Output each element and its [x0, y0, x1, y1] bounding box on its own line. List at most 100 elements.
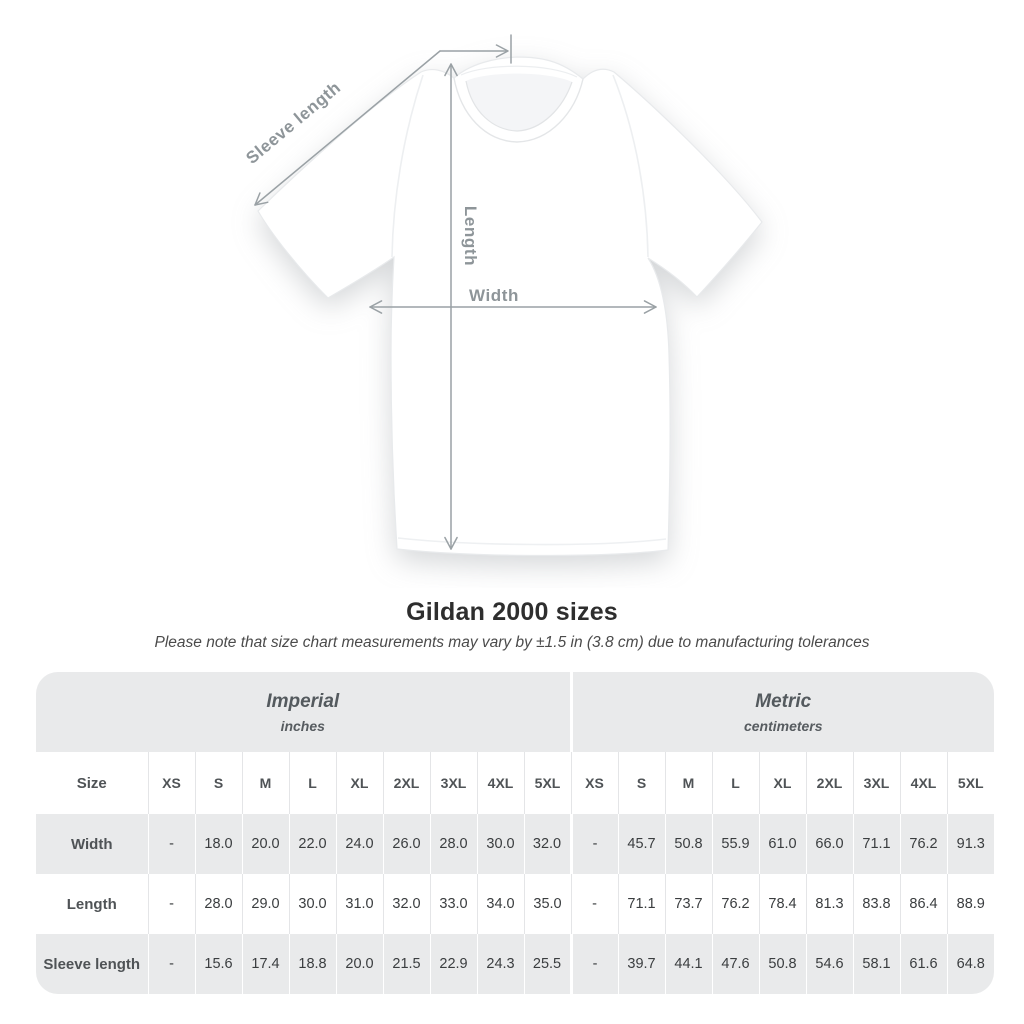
value-cell: 18.8: [288, 934, 336, 994]
value-cell: 17.4: [241, 934, 289, 994]
size-col-header-l-metric: L: [711, 752, 759, 814]
imperial-group-unit: inches: [280, 717, 325, 734]
value-cell: 76.2: [899, 814, 947, 874]
size-col-header-4xl-metric: 4XL: [899, 752, 947, 814]
length-label: Length: [461, 206, 480, 266]
arrowhead-right-icon: [495, 44, 509, 58]
value-cell: 54.6: [805, 934, 853, 994]
value-cell: 71.1: [617, 874, 665, 934]
size-col-header-3xl-imperial: 3XL: [429, 752, 477, 814]
size-col-header-xs-imperial: XS: [147, 752, 195, 814]
value-cell: 55.9: [711, 814, 759, 874]
value-cell: -: [147, 934, 195, 994]
value-cell: 76.2: [711, 874, 759, 934]
value-cell: 91.3: [946, 814, 994, 874]
arrowhead-downleft-icon: [254, 192, 269, 206]
value-cell: 29.0: [241, 874, 289, 934]
value-cell: 26.0: [382, 814, 430, 874]
row-label-length: Length: [36, 874, 148, 934]
value-cell: 22.0: [288, 814, 336, 874]
value-cell: 18.0: [194, 814, 242, 874]
value-cell: 45.7: [617, 814, 665, 874]
value-cell: 50.8: [758, 934, 806, 994]
metric-group-label: Metric: [755, 690, 812, 712]
value-cell: 31.0: [335, 874, 383, 934]
value-cell: 71.1: [852, 814, 900, 874]
value-cell: -: [147, 814, 195, 874]
size-col-header-m-metric: M: [664, 752, 712, 814]
size-col-header-l-imperial: L: [288, 752, 336, 814]
arrowhead-right-icon: [643, 300, 657, 314]
arrowhead-up-icon: [444, 63, 458, 77]
size-col-header-5xl-metric: 5XL: [946, 752, 994, 814]
value-cell: 81.3: [805, 874, 853, 934]
value-cell: 33.0: [429, 874, 477, 934]
tshirt-graphic: Sleeve length Length Width: [242, 34, 763, 557]
size-col-header-xl-metric: XL: [758, 752, 806, 814]
table-row-length: Length - 28.0 29.0 30.0 31.0 32.0 33.0 3…: [36, 874, 994, 934]
metric-group-unit: centimeters: [743, 717, 823, 734]
value-cell: 73.7: [664, 874, 712, 934]
size-col-header-xs-metric: XS: [570, 752, 618, 814]
size-corner-header: Size: [36, 752, 148, 814]
row-label-width: Width: [36, 814, 148, 874]
imperial-group-label: Imperial: [266, 690, 340, 712]
value-cell: 61.6: [899, 934, 947, 994]
width-label: Width: [469, 286, 519, 305]
value-cell: 47.6: [711, 934, 759, 994]
size-col-header-s-metric: S: [617, 752, 665, 814]
value-cell: -: [569, 814, 618, 874]
value-cell: 30.0: [288, 874, 336, 934]
arrowhead-left-icon: [369, 300, 383, 314]
value-cell: 25.5: [523, 934, 571, 994]
value-cell: 78.4: [758, 874, 806, 934]
value-cell: 61.0: [758, 814, 806, 874]
tshirt-measurement-diagram: Sleeve length Length Width: [242, 34, 763, 557]
value-cell: 39.7: [617, 934, 665, 994]
page-title: Gildan 2000 sizes: [406, 598, 618, 626]
value-cell: 24.3: [476, 934, 524, 994]
unit-group-row: Imperial inches Metric centimeters: [36, 672, 994, 752]
size-col-header-4xl-imperial: 4XL: [476, 752, 524, 814]
value-cell: 20.0: [241, 814, 289, 874]
width-dimension-line: [369, 300, 657, 314]
value-cell: 34.0: [476, 874, 524, 934]
table-row-sleeve-length: Sleeve length - 15.6 17.4 18.8 20.0 21.5…: [36, 934, 994, 994]
row-label-sleeve-length: Sleeve length: [36, 934, 148, 994]
value-cell: 44.1: [664, 934, 712, 994]
value-cell: 88.9: [946, 874, 994, 934]
value-cell: 86.4: [899, 874, 947, 934]
size-table: Imperial inches Metric centimeters Size …: [36, 672, 994, 994]
value-cell: -: [569, 934, 618, 994]
size-chart-table: Imperial inches Metric centimeters Size …: [36, 672, 994, 994]
value-cell: 15.6: [194, 934, 242, 994]
value-cell: 35.0: [523, 874, 571, 934]
metric-group-header: Metric centimeters: [569, 672, 994, 752]
size-col-header-5xl-imperial: 5XL: [523, 752, 571, 814]
value-cell: 64.8: [946, 934, 994, 994]
size-col-header-3xl-metric: 3XL: [852, 752, 900, 814]
size-header-row: Size XS S M L XL 2XL 3XL 4XL 5XL XS S M …: [36, 752, 994, 814]
value-cell: 22.9: [429, 934, 477, 994]
value-cell: 30.0: [476, 814, 524, 874]
value-cell: 58.1: [852, 934, 900, 994]
size-col-header-xl-imperial: XL: [335, 752, 383, 814]
value-cell: 24.0: [335, 814, 383, 874]
table-row-width: Width - 18.0 20.0 22.0 24.0 26.0 28.0 30…: [36, 814, 994, 874]
value-cell: 28.0: [194, 874, 242, 934]
size-col-header-2xl-metric: 2XL: [805, 752, 853, 814]
value-cell: 32.0: [523, 814, 571, 874]
value-cell: -: [147, 874, 195, 934]
value-cell: -: [570, 874, 618, 934]
sleeve-length-dimension-line: [254, 34, 512, 206]
value-cell: 21.5: [382, 934, 430, 994]
value-cell: 83.8: [852, 874, 900, 934]
value-cell: 66.0: [805, 814, 853, 874]
value-cell: 20.0: [335, 934, 383, 994]
size-col-header-m-imperial: M: [241, 752, 289, 814]
arrowhead-down-icon: [444, 536, 458, 550]
value-cell: 28.0: [429, 814, 477, 874]
size-col-header-2xl-imperial: 2XL: [382, 752, 430, 814]
tolerance-note: Please note that size chart measurements…: [154, 634, 870, 651]
